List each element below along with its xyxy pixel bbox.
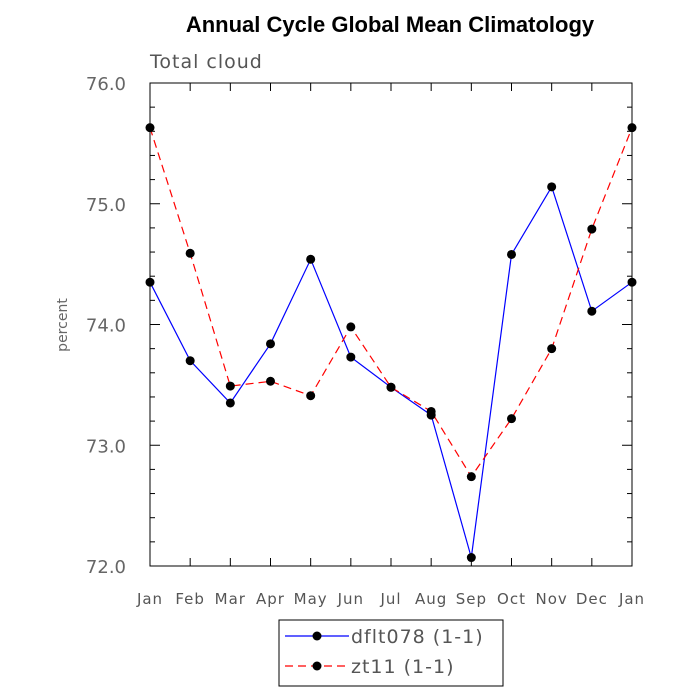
series-2-point (145, 123, 155, 133)
legend-label-2: zt11 (1-1) (351, 656, 455, 678)
y-tick-label: 72.0 (86, 557, 126, 578)
series-1-point (466, 553, 476, 563)
x-tick-label: May (294, 590, 328, 608)
series-1-point (507, 249, 516, 259)
series-1-point (346, 352, 356, 362)
x-tick-label: Jan (618, 590, 645, 608)
x-tick-label: Apr (256, 590, 285, 608)
series-1-point (185, 356, 195, 366)
y-tick-label: 75.0 (86, 195, 126, 216)
chart-subtitle: Total cloud (149, 51, 263, 73)
x-tick-label: Mar (215, 590, 246, 608)
axes: Jan Feb Mar Apr May Jun Jul Aug Sep Oct Nov Dec Jan 7… (86, 74, 645, 608)
x-tick-label: Jul (379, 590, 401, 608)
series-1-point (547, 182, 557, 192)
x-tick-label: Jun (337, 590, 364, 608)
series-1-point (306, 254, 316, 264)
series-line-1 (149, 185, 633, 558)
series-2-point (266, 376, 275, 386)
series-2-point (627, 123, 637, 133)
series-1-point (627, 277, 637, 287)
series-1-point (145, 277, 155, 287)
y-tick-label: 73.0 (86, 436, 126, 457)
series-2-point (185, 248, 195, 258)
x-tick-label: Jan (136, 590, 163, 608)
series-2-point (225, 381, 235, 391)
series-layer (145, 123, 637, 563)
y-tick-label: 74.0 (86, 316, 126, 337)
y-axis-label: percent (55, 298, 71, 352)
x-tick-label: Feb (175, 590, 205, 608)
series-1-point (266, 339, 275, 349)
x-tick-label: Sep (456, 590, 487, 608)
series-2-point (547, 344, 557, 354)
series-2-point (346, 322, 356, 332)
series-line-2 (149, 127, 633, 478)
series-2-point (386, 382, 396, 392)
series-1-point (587, 306, 597, 316)
x-tick-label: Aug (415, 590, 447, 608)
series-2-point (306, 391, 316, 401)
x-tick-label: Oct (497, 590, 526, 608)
legend-marker-1 (312, 631, 322, 641)
series-2-point (507, 414, 516, 424)
chart-title: Annual Cycle Global Mean Climatology (186, 12, 595, 37)
series-2-point (426, 406, 436, 416)
legend-label-1: dflt078 (1-1) (351, 626, 484, 648)
x-tick-label: Dec (576, 590, 608, 608)
series-2-point (466, 472, 476, 482)
x-tick-label: Nov (536, 590, 568, 608)
legend-box (278, 619, 504, 687)
legend: dflt078 (1-1) zt11 (1-1) (278, 619, 504, 687)
series-1-point (225, 398, 235, 408)
legend-marker-2 (312, 661, 322, 671)
series-2-point (587, 224, 597, 234)
y-tick-label: 76.0 (86, 74, 126, 95)
